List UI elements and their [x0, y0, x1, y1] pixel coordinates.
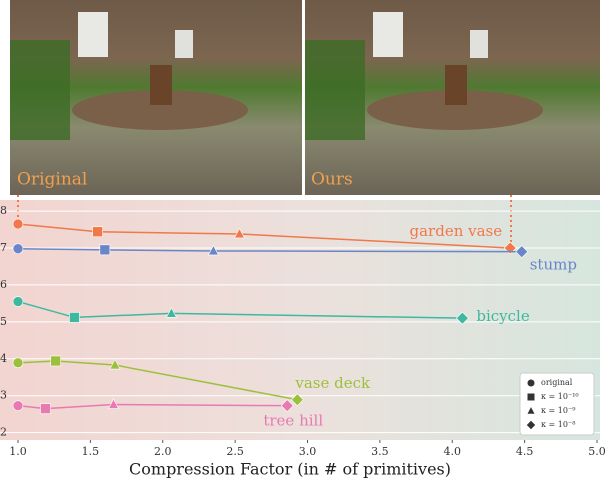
legend-label: κ = 10⁻¹⁰ — [541, 392, 579, 401]
y-tick-label: 26 — [0, 278, 7, 291]
x-tick-label: 1.5 — [82, 445, 100, 458]
image-label: Original — [17, 170, 87, 190]
y-tick-label: 25 — [0, 315, 7, 328]
series-label: stump — [530, 256, 577, 274]
series-label: tree hill — [263, 412, 323, 430]
x-axis-label: Compression Factor (in # of primitives) — [129, 460, 451, 479]
legend-marker — [527, 407, 535, 414]
y-tick-label: 22 — [0, 426, 7, 439]
data-point — [12, 243, 24, 255]
series-line — [17, 403, 288, 410]
data-point — [290, 393, 304, 407]
data-point — [515, 245, 529, 259]
x-tick-label: 2.0 — [154, 445, 172, 458]
image-label: Ours — [311, 170, 353, 190]
data-point — [50, 355, 61, 367]
series-label: vase deck — [294, 374, 371, 392]
series-line — [17, 300, 463, 319]
legend-marker — [527, 393, 535, 401]
legend-label: κ = 10⁻⁸ — [541, 420, 575, 429]
x-tick-label: 4.5 — [516, 445, 534, 458]
x-tick-label: 5.0 — [588, 445, 606, 458]
data-point — [280, 399, 294, 413]
series-line — [17, 247, 522, 253]
data-point — [455, 311, 469, 325]
legend-label: original — [541, 378, 573, 387]
x-tick-label: 3.5 — [371, 445, 389, 458]
photo-original: Original — [10, 0, 302, 195]
x-tick-label: 1.0 — [9, 445, 27, 458]
series-line — [17, 360, 298, 401]
data-point — [12, 296, 24, 307]
data-point — [12, 357, 24, 369]
legend-box — [519, 372, 595, 436]
x-tick-label: 3.0 — [299, 445, 317, 458]
x-tick-label: 4.0 — [444, 445, 462, 458]
legend-marker — [527, 379, 535, 387]
data-point — [207, 244, 219, 256]
legend-marker — [526, 420, 536, 430]
data-point — [233, 227, 245, 239]
series-label: garden vase — [410, 222, 503, 240]
data-point — [108, 398, 120, 409]
y-tick-label: 27 — [0, 241, 7, 254]
series-label: bicycle — [476, 307, 529, 325]
legend-label: κ = 10⁻⁹ — [541, 406, 576, 415]
data-point — [12, 218, 24, 230]
y-tick-label: 24 — [0, 352, 7, 365]
y-tick-label: 28 — [0, 204, 7, 217]
data-point — [99, 244, 111, 256]
data-point — [40, 403, 51, 414]
photo-ours: Ours — [305, 0, 600, 195]
y-tick-label: 23 — [0, 389, 7, 402]
series-line — [17, 223, 511, 249]
data-point — [92, 226, 103, 238]
legend: original κ = 10⁻¹⁰ κ = 10⁻⁹ κ = 10⁻⁸ — [519, 372, 595, 436]
data-point — [12, 400, 24, 411]
x-tick-label: 2.5 — [226, 445, 244, 458]
data-point — [69, 312, 80, 323]
data-point — [165, 307, 177, 318]
data-point — [109, 358, 121, 370]
